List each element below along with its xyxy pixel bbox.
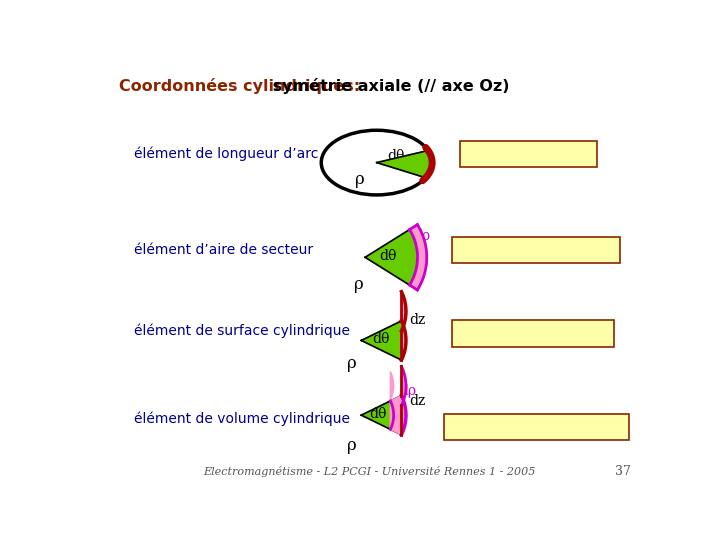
FancyBboxPatch shape — [444, 414, 629, 440]
Text: dz: dz — [409, 313, 426, 327]
Polygon shape — [390, 396, 406, 435]
Text: Electromagnétisme - L2 PCGI - Université Rennes 1 - 2005: Electromagnétisme - L2 PCGI - Université… — [203, 466, 535, 477]
Text: ρ: ρ — [355, 171, 364, 188]
Polygon shape — [390, 372, 394, 429]
Polygon shape — [361, 321, 406, 360]
Text: dθ: dθ — [387, 150, 405, 164]
Text: élément de longueur d’arc: élément de longueur d’arc — [134, 146, 318, 160]
Text: ρ: ρ — [354, 276, 364, 293]
Text: ρ: ρ — [347, 355, 357, 372]
Polygon shape — [390, 396, 406, 435]
Text: élément de surface cylindrique: élément de surface cylindrique — [134, 323, 350, 338]
Text: dS =d²r = ρdθdz: dS =d²r = ρdθdz — [463, 325, 603, 342]
FancyBboxPatch shape — [452, 237, 620, 262]
Polygon shape — [361, 401, 394, 429]
Text: ρ: ρ — [347, 437, 357, 455]
Polygon shape — [377, 151, 432, 178]
Polygon shape — [410, 225, 427, 290]
Polygon shape — [365, 230, 418, 285]
FancyBboxPatch shape — [460, 141, 597, 167]
Text: Coordonnées cylindriques:: Coordonnées cylindriques: — [119, 78, 360, 94]
Text: dρ: dρ — [413, 229, 431, 243]
Text: dθ: dθ — [369, 407, 387, 421]
FancyBboxPatch shape — [452, 320, 614, 347]
Text: dθ: dθ — [379, 249, 397, 263]
Text: dV=d³r = ρdθdρdz: dV=d³r = ρdθdρdz — [459, 418, 615, 435]
Text: élément d’aire de secteur: élément d’aire de secteur — [134, 242, 313, 256]
Text: dθ: dθ — [372, 332, 390, 346]
Text: élément de volume cylindrique: élément de volume cylindrique — [134, 411, 350, 426]
Text: dρ: dρ — [399, 383, 416, 397]
Text: 37: 37 — [615, 465, 631, 478]
Text: dA = d²r = ρdθdρ: dA = d²r = ρdθdρ — [462, 241, 610, 258]
Polygon shape — [402, 366, 406, 435]
Text: dℓ= dr = ρdθ: dℓ= dr = ρdθ — [472, 146, 585, 163]
Polygon shape — [402, 292, 406, 360]
Text: symétrie axiale (// axe Oz): symétrie axiale (// axe Oz) — [267, 78, 510, 94]
Text: dz: dz — [409, 394, 426, 408]
